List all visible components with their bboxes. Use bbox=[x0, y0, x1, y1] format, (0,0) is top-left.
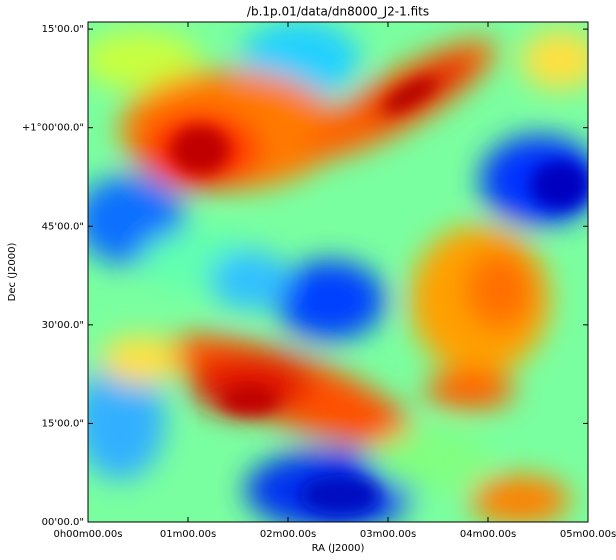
x-tick-label: 01m00.00s bbox=[160, 529, 216, 540]
y-tick-label: 15'00.0" bbox=[42, 418, 84, 429]
y-tick-label: +1°00'00.0" bbox=[22, 123, 84, 134]
x-tick-label: 03m00.00s bbox=[360, 529, 416, 540]
x-tick-label: 02m00.00s bbox=[260, 529, 316, 540]
image bbox=[88, 22, 588, 522]
y-tick-label: 30'00.0" bbox=[42, 320, 84, 331]
x-tick-label: 05m00.00s bbox=[560, 529, 616, 540]
x-tick-label: 0h00m00.00s bbox=[53, 529, 122, 540]
y-tick-label: 00'00.0" bbox=[42, 517, 84, 528]
x-axis-label: RA (J2000) bbox=[312, 543, 365, 554]
y-tick-label: 15'00.0" bbox=[42, 24, 84, 35]
x-tick-label: 04m00.00s bbox=[460, 529, 516, 540]
plot-frame bbox=[87, 21, 589, 523]
y-axis-label: Dec (J2000) bbox=[7, 243, 18, 302]
y-tick-label: 45'00.0" bbox=[42, 221, 84, 232]
chart-title: /b.1p.01/data/dn8000_J2-1.fits bbox=[247, 5, 429, 19]
